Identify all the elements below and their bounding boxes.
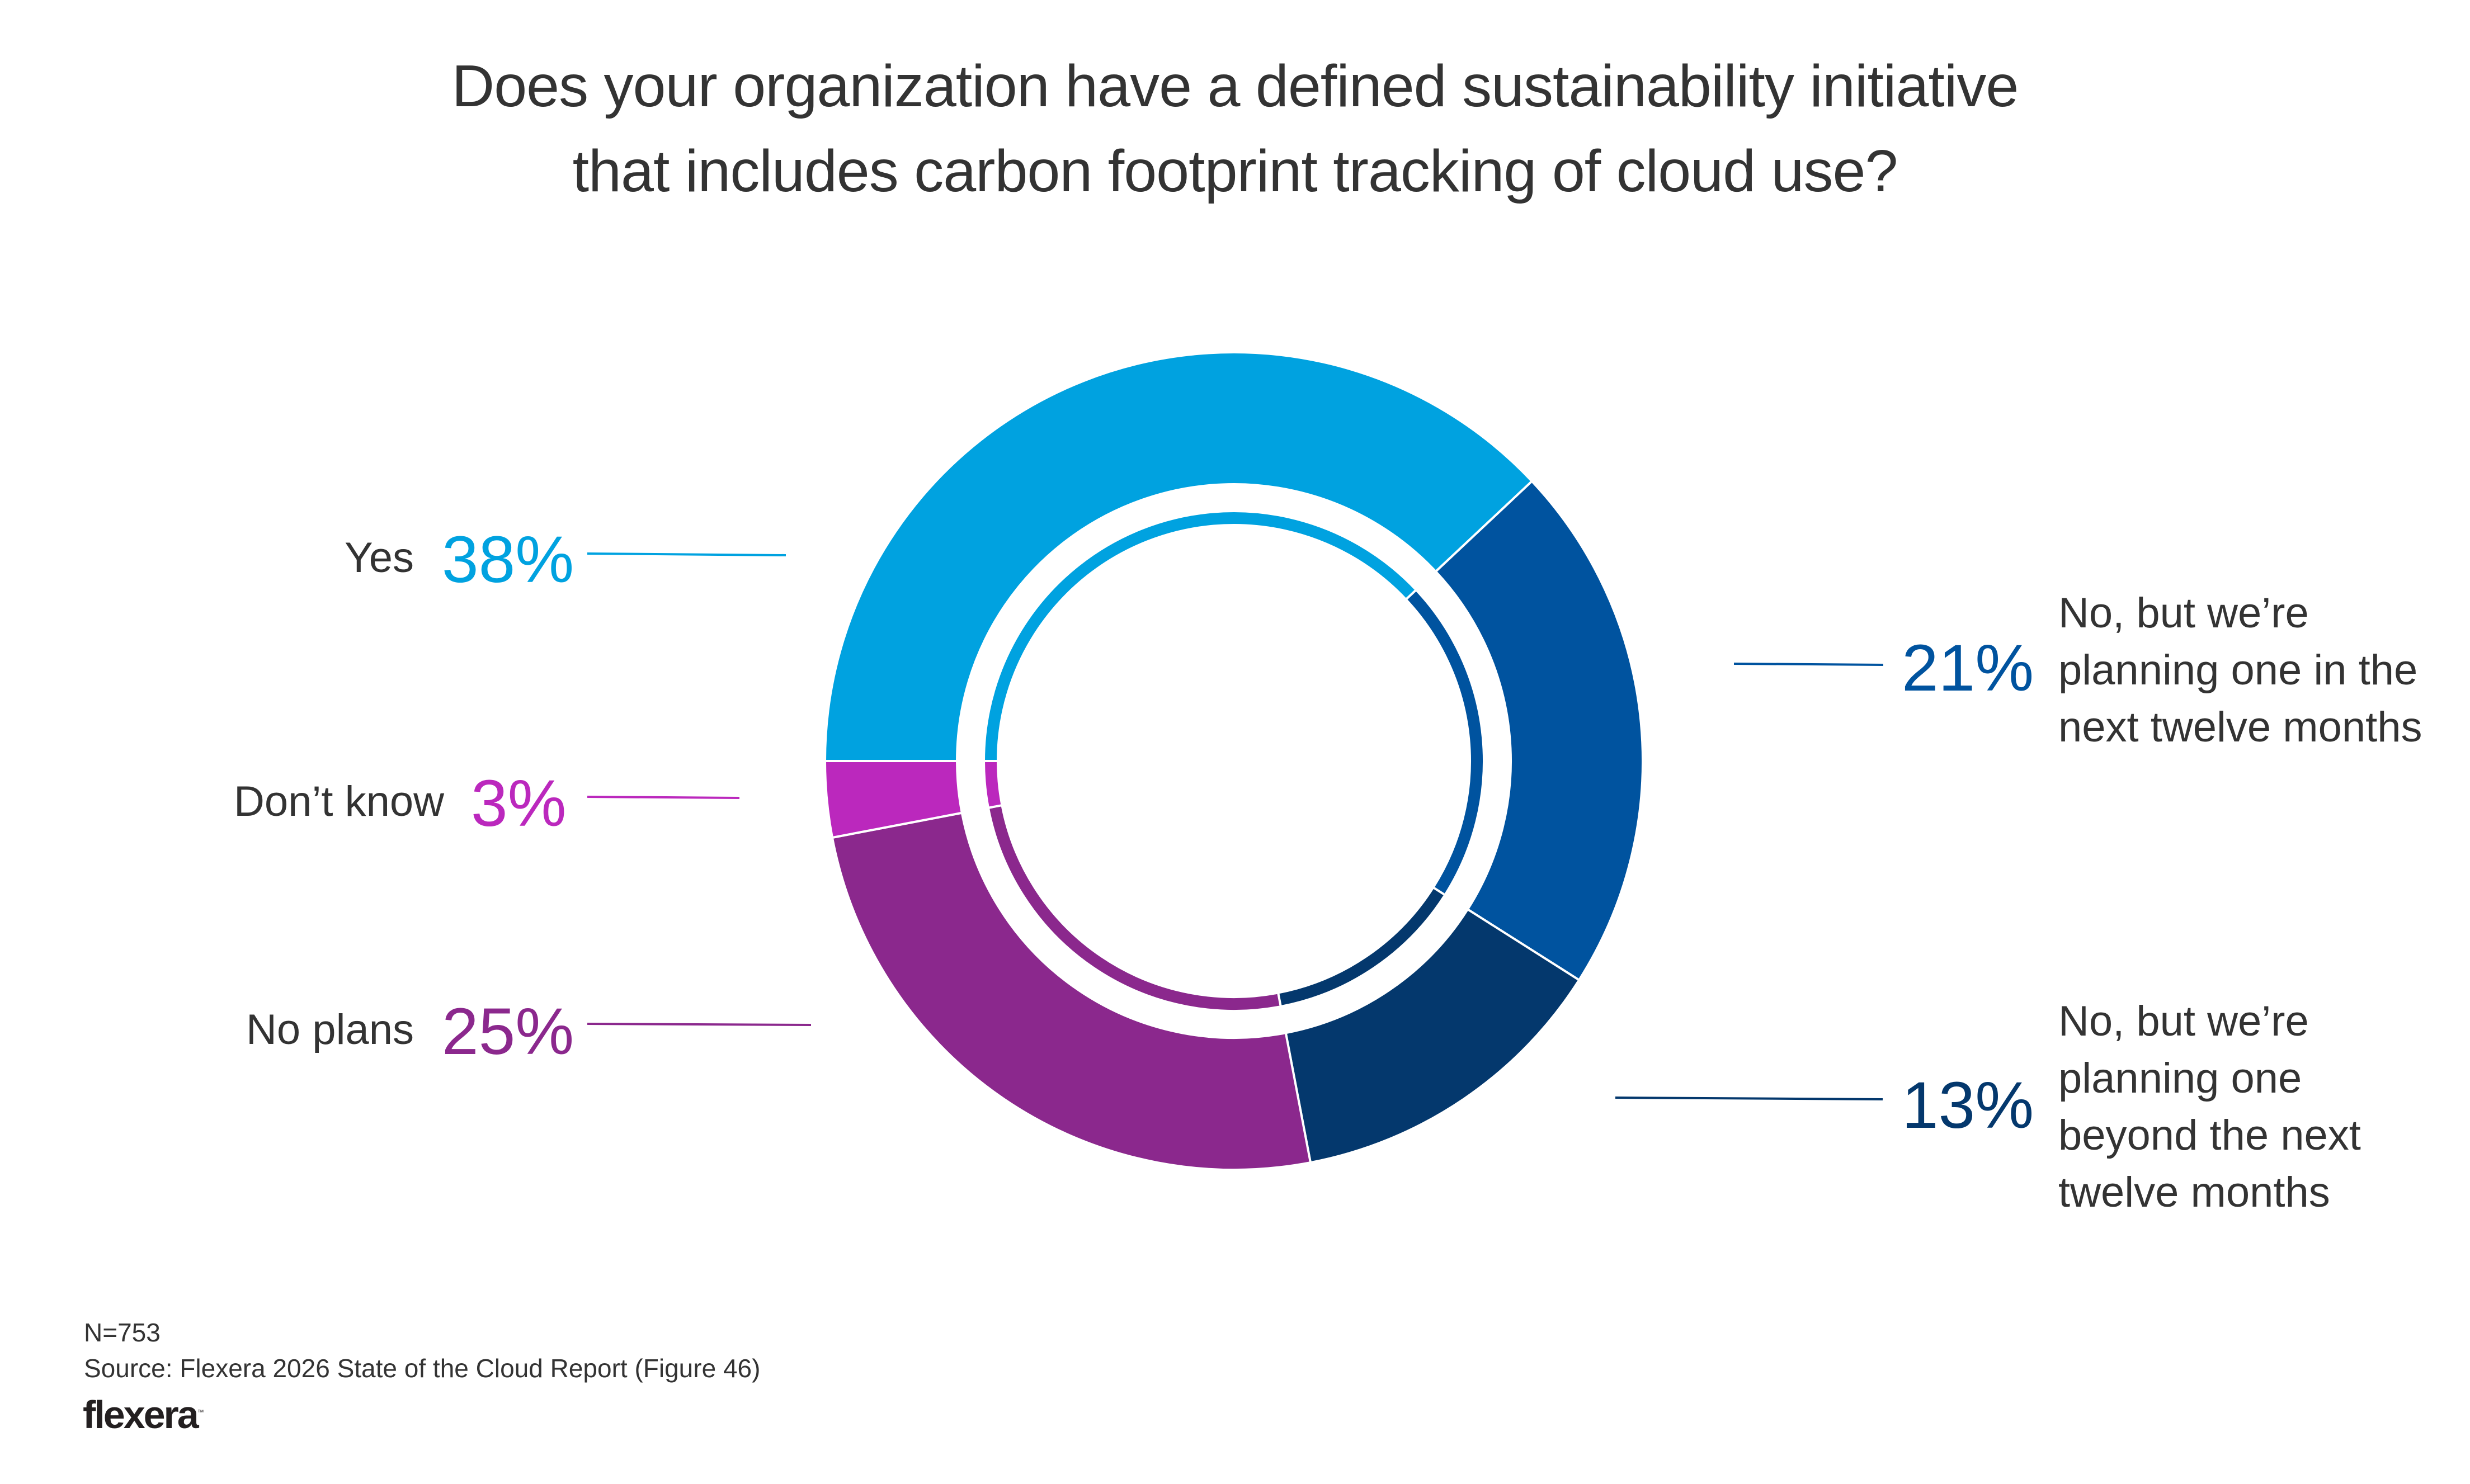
donut-slice-no-plans	[831, 811, 1312, 1171]
logo-text: flexera	[83, 1393, 199, 1436]
donut-slice-no-but-we-re-planning-one-beyond-the-next-twelve-months	[1284, 908, 1581, 1164]
chart-title: Does your organization have a defined su…	[0, 44, 2470, 214]
value-planning-12m: 21%	[1902, 631, 2034, 705]
leader-line-no-but-we-re-planning-one-in-the-next-twelve-months	[1733, 663, 1884, 666]
inner-ring	[982, 510, 1485, 1012]
value-no-plans: 25%	[442, 995, 574, 1069]
chart-title-line-1: Does your organization have a defined su…	[451, 53, 2019, 119]
donut-slice-don-t-know	[823, 760, 964, 839]
donut-slice-no-but-we-re-planning-one-in-the-next-twelve-months	[1434, 479, 1644, 982]
label-no-plans: No plans	[246, 1006, 414, 1053]
value-planning-beyond: 13%	[1902, 1069, 2034, 1142]
value-yes: 38%	[442, 523, 574, 597]
leader-line-yes	[587, 552, 786, 556]
chart-title-line-2: that includes carbon footprint tracking …	[572, 138, 1898, 204]
sample-size: N=753	[84, 1318, 161, 1347]
inner-ring-slice-no-but-we-re-planning-one-in-the-next-twelve-months	[1404, 588, 1485, 897]
label-yes: Yes	[345, 534, 414, 582]
outer-ring	[823, 351, 1644, 1171]
leader-line-don-t-know	[587, 796, 740, 799]
source-note: Source: Flexera 2026 State of the Cloud …	[84, 1354, 761, 1383]
flexera-logo: flexera™	[83, 1392, 204, 1437]
label-planning-beyond: No, but we’re planning one beyond the ne…	[2058, 998, 2361, 1216]
leader-lines	[587, 552, 1884, 1100]
leader-line-no-but-we-re-planning-one-beyond-the-next-twelve-months	[1615, 1097, 1883, 1100]
leader-line-no-plans	[587, 1023, 812, 1026]
inner-ring-slice-don-t-know	[982, 760, 1003, 810]
logo-trademark: ™	[197, 1408, 204, 1416]
label-dont-know: Don’t know	[234, 778, 444, 825]
label-planning-12m: No, but we’re planning one in the next t…	[2058, 589, 2422, 751]
donut-slice-yes	[823, 351, 1534, 762]
value-dont-know: 3%	[471, 767, 567, 840]
